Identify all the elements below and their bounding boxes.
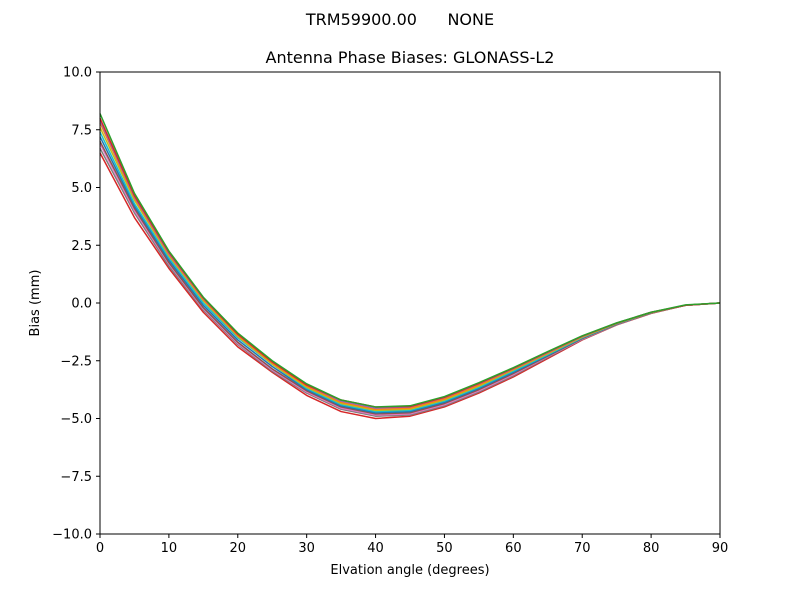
- x-tick-label: 30: [298, 541, 315, 556]
- x-tick-label: 50: [436, 541, 453, 556]
- x-tick-label: 10: [161, 541, 178, 556]
- x-tick-label: 20: [230, 541, 247, 556]
- series-line-8: [99, 122, 721, 411]
- y-tick-label: 5.0: [71, 181, 92, 196]
- y-tick-label: −5.0: [60, 412, 92, 427]
- x-tick-label: 40: [367, 541, 384, 556]
- x-axis: 0 10 20 30 40 50 60 70 80 90: [96, 534, 728, 556]
- y-tick-label: 7.5: [71, 123, 92, 138]
- chart-title: Antenna Phase Biases: GLONASS-L2: [266, 48, 555, 67]
- series-lines-group: [99, 113, 721, 420]
- x-axis-label: Elvation angle (degrees): [330, 563, 489, 578]
- y-tick-label: 0.0: [71, 297, 92, 312]
- series-line-11: [99, 113, 721, 408]
- y-tick-label: 2.5: [71, 239, 92, 254]
- y-axis: −10.0 −7.5 −5.0 −2.5 0.0 2.5 5.0 7.5 10.0: [52, 66, 100, 543]
- x-tick-label: 60: [505, 541, 522, 556]
- series-line-5: [99, 136, 721, 414]
- x-tick-label: 80: [643, 541, 660, 556]
- y-tick-label: −7.5: [60, 470, 92, 485]
- series-line-10: [99, 117, 721, 408]
- y-tick-label: −2.5: [60, 354, 92, 369]
- series-line-4: [99, 140, 721, 415]
- figure-suptitle: TRM59900.00 NONE: [305, 10, 495, 29]
- x-tick-label: 90: [712, 541, 729, 556]
- y-tick-label: 10.0: [63, 66, 92, 81]
- series-line-3: [99, 143, 721, 416]
- x-tick-label: 0: [96, 541, 104, 556]
- plot-frame: [99, 71, 721, 535]
- series-line-7: [99, 127, 721, 412]
- series-line-9: [99, 120, 721, 409]
- x-tick-label: 70: [574, 541, 591, 556]
- y-tick-label: −10.0: [52, 528, 92, 543]
- y-axis-label: Bias (mm): [28, 270, 43, 337]
- series-line-6: [99, 131, 721, 413]
